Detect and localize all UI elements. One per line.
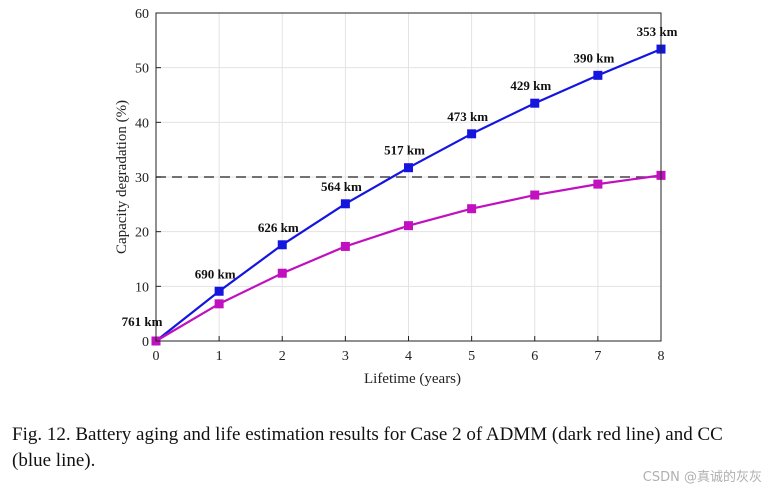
y-axis-title: Capacity degradation (%)	[114, 100, 130, 254]
y-tick-label: 50	[135, 62, 149, 77]
range-label: 517 km	[384, 143, 425, 158]
x-tick-label: 0	[153, 349, 160, 364]
y-tick-label: 10	[135, 280, 149, 295]
series-1-marker	[404, 163, 413, 173]
axes	[155, 12, 662, 342]
series-1-marker	[530, 98, 540, 108]
range-label: 390 km	[573, 50, 614, 65]
figure-caption: Fig. 12. Battery aging and life estimati…	[12, 424, 723, 471]
range-label: 690 km	[195, 266, 236, 281]
series-1-marker	[214, 286, 224, 296]
series-2-marker	[214, 299, 224, 309]
y-tick-label: 60	[135, 7, 149, 22]
series-1-marker	[593, 70, 603, 80]
series-2-marker	[404, 221, 413, 231]
series-2-marker	[277, 268, 287, 278]
x-tick-label: 2	[279, 349, 286, 364]
x-tick-label: 4	[405, 349, 412, 364]
x-axis-title: Lifetime (years)	[364, 371, 461, 387]
series-2-marker	[340, 241, 350, 251]
data-labels: 761 km 690 km 626 km 564 km 517 km 473 km 429 …	[122, 24, 678, 329]
series-2-marker	[530, 190, 540, 200]
x-tick-label: 3	[342, 349, 349, 364]
series-2-marker	[593, 179, 603, 189]
x-tick-label: 8	[658, 349, 665, 364]
tick-labels: 0 1 2 3 4 5 6 7 8 0 10 20 30 40 50 60	[135, 7, 665, 364]
series-1-marker	[340, 199, 350, 209]
x-tick-label: 5	[468, 349, 475, 364]
watermark: CSDN @真诚的灰灰	[642, 470, 762, 485]
y-tick-label: 30	[135, 171, 149, 186]
x-tick-label: 6	[531, 349, 538, 364]
range-label: 353 km	[637, 24, 678, 39]
range-label: 761 km	[122, 314, 163, 329]
y-tick-label: 40	[135, 116, 149, 131]
series-2-marker	[467, 204, 477, 214]
range-label: 429 km	[510, 78, 551, 93]
y-tick-label: 20	[135, 226, 149, 241]
range-label: 473 km	[447, 109, 488, 124]
range-label: 564 km	[321, 179, 362, 194]
series-1-marker	[467, 129, 477, 139]
x-tick-label: 1	[216, 349, 223, 364]
y-tick-label: 0	[142, 335, 149, 350]
series-1-marker	[277, 240, 287, 250]
x-tick-label: 7	[594, 349, 601, 364]
line-chart: 0 1 2 3 4 5 6 7 8 0 10 20 30 40 50 60 761 km 690 km 626 k…	[114, 7, 678, 387]
range-label: 626 km	[258, 220, 299, 235]
